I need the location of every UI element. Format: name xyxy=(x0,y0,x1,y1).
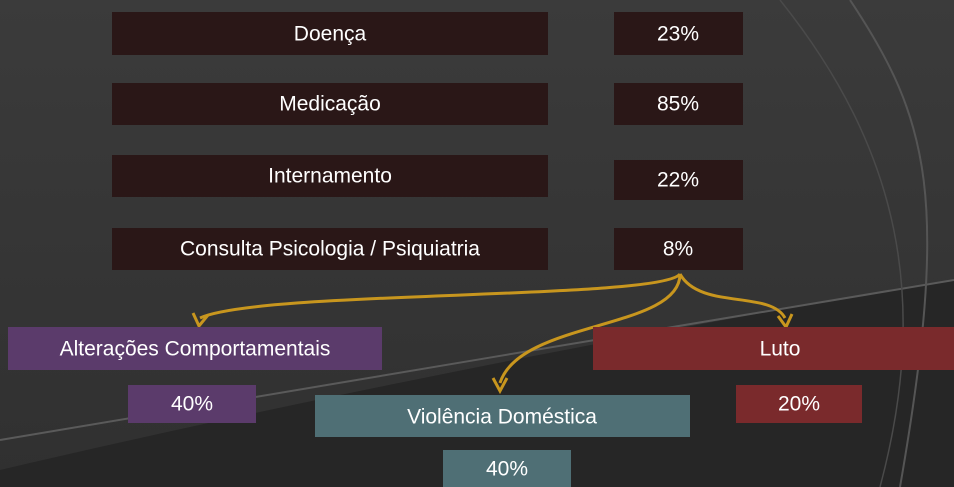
label-box xyxy=(112,12,548,55)
value-box xyxy=(128,385,256,423)
value-box xyxy=(736,385,862,423)
arrow xyxy=(498,273,682,384)
arrow-head xyxy=(491,377,509,395)
branch-label: Luto xyxy=(760,338,801,361)
label-box xyxy=(8,327,382,370)
row-label: Consulta Psicologia / Psiquiatria xyxy=(180,238,480,261)
arrow xyxy=(199,272,682,320)
arrow-head xyxy=(191,312,210,329)
branch-value: 20% xyxy=(778,393,820,416)
branch-label: Alterações Comportamentais xyxy=(60,338,331,361)
arrows xyxy=(191,272,794,395)
label-box xyxy=(112,228,548,270)
row-value: 8% xyxy=(663,238,693,261)
branches: Alterações Comportamentais 40% Violência… xyxy=(8,327,954,487)
background-arc xyxy=(849,0,929,487)
label-box xyxy=(112,155,548,197)
label-box xyxy=(112,83,548,125)
value-box xyxy=(443,450,571,487)
value-box xyxy=(614,160,743,200)
rows: Doença 23% Medicação 85% Internamento 22… xyxy=(112,12,743,270)
branch-value: 40% xyxy=(486,458,528,481)
branch-label: Violência Doméstica xyxy=(407,406,597,429)
arrow xyxy=(678,273,787,319)
branch-value: 40% xyxy=(171,393,213,416)
row-label: Internamento xyxy=(268,165,392,188)
row-label: Medicação xyxy=(279,93,381,116)
row-label: Doença xyxy=(294,23,367,46)
row-value: 85% xyxy=(657,93,699,116)
value-box xyxy=(614,12,743,55)
value-box xyxy=(614,83,743,125)
label-box xyxy=(593,327,954,370)
value-box xyxy=(614,228,743,270)
row-value: 22% xyxy=(657,169,699,192)
label-box xyxy=(315,395,690,437)
background-arc xyxy=(779,0,904,487)
row-value: 23% xyxy=(657,23,699,46)
